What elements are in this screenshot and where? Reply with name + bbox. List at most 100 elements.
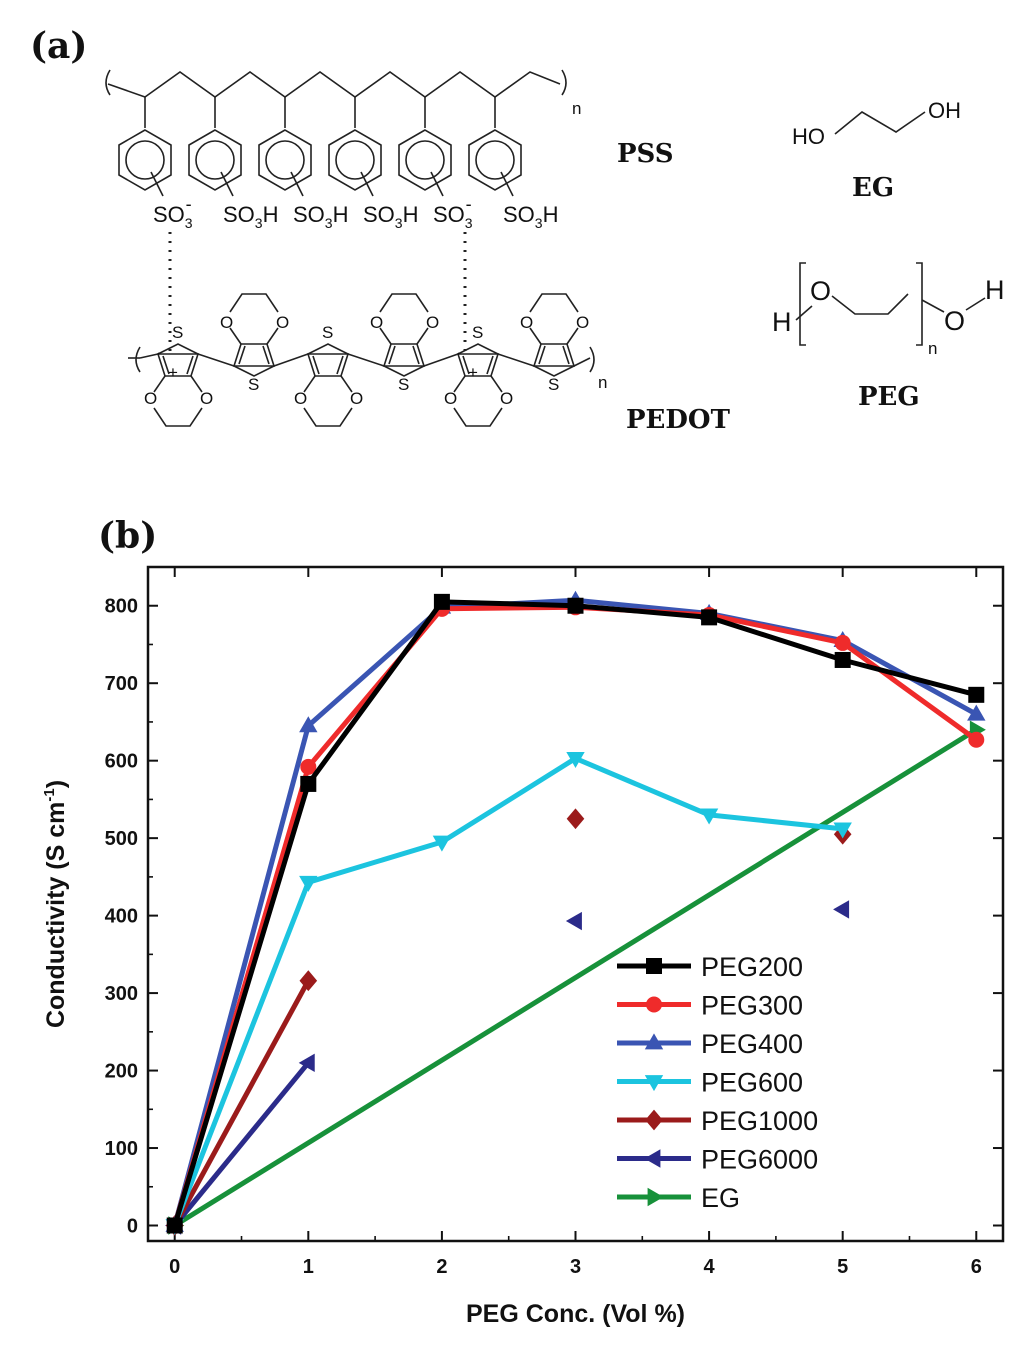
oxygen-atom: O <box>426 313 439 332</box>
legend-marker <box>644 1149 661 1168</box>
legend-entry: PEG400 <box>617 1029 803 1059</box>
positive-charge: + <box>168 363 178 382</box>
legend-marker <box>647 1187 664 1207</box>
data-point <box>567 597 584 614</box>
legend-label: PEG600 <box>701 1068 803 1098</box>
peg-structure: H O n O H <box>772 262 1005 358</box>
pedot-structure: S · + O O S O O S O O S O O S · + O O S O O n <box>128 293 607 427</box>
pedot-thiophene-unit: S O O <box>197 293 289 394</box>
series-line <box>172 1061 311 1228</box>
oxygen-atom: O <box>370 313 383 332</box>
sulfonic-acid-label: SO3H <box>363 202 418 231</box>
y-tick-label: 100 <box>105 1138 138 1160</box>
legend-entry: PEG1000 <box>617 1106 818 1136</box>
panel-a: (a) n SO3- SO3H SO3H SO3H SO3- SO3H PSS S · + O O… <box>30 25 1005 435</box>
x-tick-label: 4 <box>704 1256 716 1278</box>
sulfur-atom: S <box>172 323 183 342</box>
oxygen-atom: O <box>220 313 233 332</box>
data-point <box>968 731 985 748</box>
pedot-bracket-left <box>135 346 141 373</box>
y-tick-label: 700 <box>105 673 138 695</box>
legend-entry: PEG300 <box>617 991 803 1021</box>
data-point <box>298 1053 315 1073</box>
pss-phenyl-units: SO3- SO3H SO3H SO3H SO3- SO3H <box>118 97 558 231</box>
legend-entry: EG <box>617 1183 740 1213</box>
data-point <box>833 900 850 919</box>
pss-phenyl-unit: SO3H <box>188 97 278 231</box>
y-tick-label: 0 <box>127 1216 138 1238</box>
legend-label: PEG200 <box>701 952 803 982</box>
pss-phenyl-unit: SO3- <box>398 97 473 231</box>
legend-label: PEG1000 <box>701 1106 818 1136</box>
pedot-thiophene-unit: S O O <box>497 293 591 394</box>
data-point <box>299 716 318 733</box>
radical-dot: · <box>456 343 462 362</box>
legend-entry: PEG200 <box>617 952 803 982</box>
data-point <box>967 704 986 721</box>
peg-o-1: O <box>810 276 831 306</box>
legend-marker <box>644 1075 664 1092</box>
pss-phenyl-unit: SO3- <box>118 97 193 231</box>
data-point <box>300 775 317 792</box>
data-point <box>300 758 317 775</box>
oxygen-atom: O <box>294 389 307 408</box>
data-point <box>565 911 582 931</box>
pedot-thiophene-units: S · + O O S O O S O O S O O S · + O O S O O <box>139 293 591 427</box>
data-point <box>432 835 452 852</box>
legend: PEG200 PEG300 PEG400 PEG600 PEG1000 PEG6000 EG <box>617 952 818 1213</box>
legend-entry: PEG6000 <box>617 1145 818 1175</box>
sulfur-atom: S <box>548 375 559 394</box>
y-tick-label: 400 <box>105 906 138 928</box>
data-point <box>299 970 318 992</box>
pss-phenyl-unit: SO3H <box>258 97 348 231</box>
panel-b-label: (b) <box>98 515 157 557</box>
eg-name: EG <box>852 173 894 203</box>
data-point <box>701 609 718 626</box>
peg-h-right: H <box>985 275 1005 305</box>
sulfonate-anion-label: SO3- <box>153 194 193 231</box>
eg-ho: HO <box>792 124 825 149</box>
data-point <box>968 686 985 703</box>
x-tick-label: 0 <box>169 1256 180 1278</box>
panel-a-label: (a) <box>30 25 87 67</box>
series-line <box>172 755 843 1227</box>
pss-structure: n SO3- SO3H SO3H SO3H SO3- SO3H <box>105 69 581 231</box>
pedot-thiophene-unit: S · + O O <box>139 323 213 427</box>
pss-phenyl-unit: SO3H <box>328 97 418 231</box>
pss-n: n <box>572 99 581 118</box>
x-tick-label: 5 <box>837 1256 848 1278</box>
sulfonate-anion-label: SO3- <box>433 194 473 231</box>
legend-entry: PEG600 <box>617 1068 803 1098</box>
pedot-thiophene-unit: S O O <box>273 323 363 427</box>
legend-marker <box>644 1033 664 1050</box>
sulfonic-acid-label: SO3H <box>223 202 278 231</box>
legend-label: EG <box>701 1183 740 1213</box>
x-tick-label: 3 <box>570 1256 581 1278</box>
legend-label: PEG300 <box>701 991 803 1021</box>
pedot-thiophene-unit: S O O <box>347 293 439 394</box>
legend-marker <box>646 996 662 1013</box>
sulfur-atom: S <box>322 323 333 342</box>
pedot-thiophene-unit: S · + O O <box>423 323 513 427</box>
data-point <box>566 751 585 768</box>
data-point <box>166 1217 183 1234</box>
pss-bracket-right <box>561 69 567 96</box>
pedot-n: n <box>598 373 607 392</box>
data-point <box>566 808 585 830</box>
series-peg6000 <box>165 1053 315 1235</box>
pss-bracket-left <box>105 69 111 96</box>
x-tick-label: 2 <box>436 1256 447 1278</box>
oxygen-atom: O <box>276 313 289 332</box>
peg-o-2: O <box>944 306 965 336</box>
eg-structure: HO OH <box>792 98 961 149</box>
y-tick-label: 200 <box>105 1061 138 1083</box>
pss-backbone <box>107 71 561 98</box>
pedot-name: PEDOT <box>626 405 731 435</box>
data-point <box>699 808 719 825</box>
series-line <box>173 727 978 1228</box>
sulfonic-acid-label: SO3H <box>503 202 558 231</box>
pedot-bracket-right <box>589 346 595 373</box>
sulfur-atom: S <box>398 375 409 394</box>
panel-b: (b) 0 1 2 3 4 5 6 0 100 200 300 400 500 600 700 800 PEG … <box>41 515 1005 1328</box>
